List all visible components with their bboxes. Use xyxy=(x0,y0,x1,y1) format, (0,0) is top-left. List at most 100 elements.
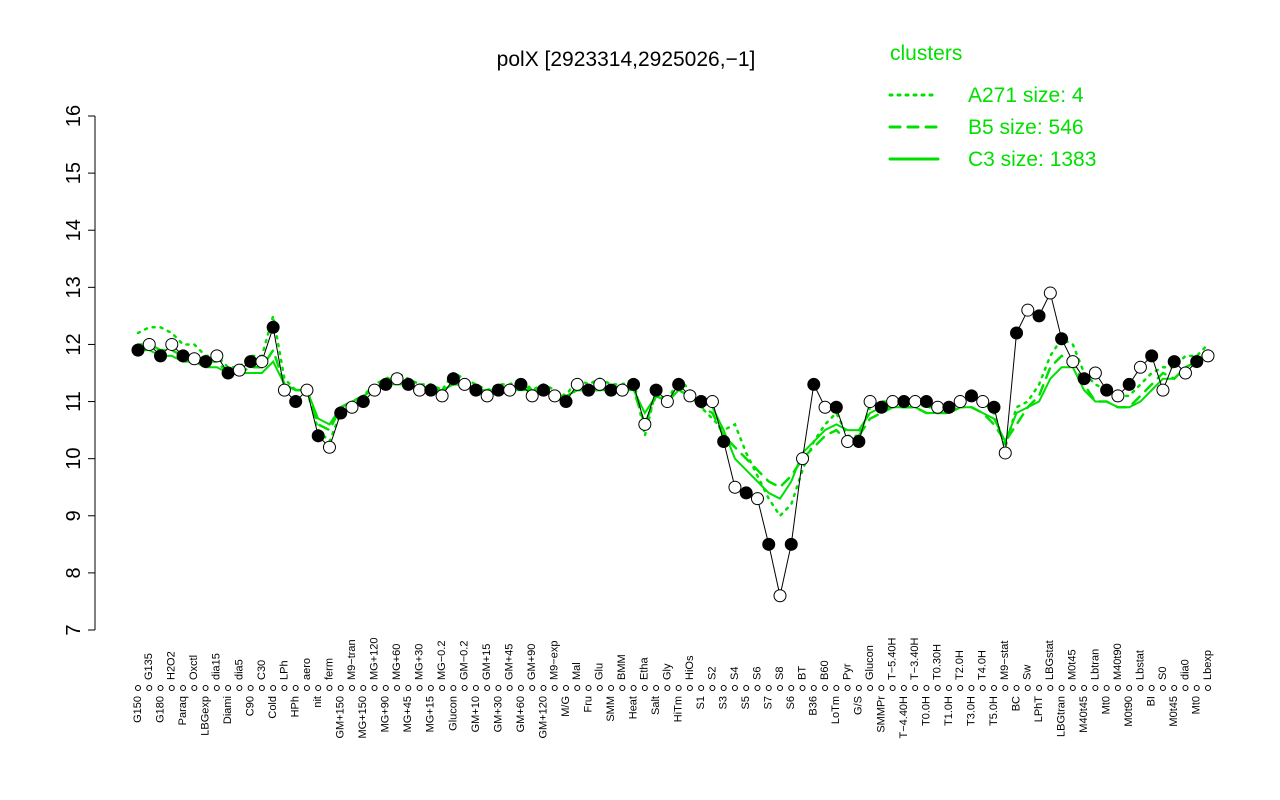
x-marker xyxy=(1103,685,1110,691)
x-marker xyxy=(619,685,626,691)
x-marker xyxy=(878,685,885,691)
x-marker xyxy=(495,685,502,691)
legend-label: C3 size: 1383 xyxy=(968,148,1096,171)
y-tick-label: 16 xyxy=(63,105,85,127)
x-marker xyxy=(517,685,524,691)
data-point xyxy=(503,383,517,397)
x-marker xyxy=(371,685,378,691)
x-tick-label: LBGexp xyxy=(199,696,211,736)
y-tick-label: 10 xyxy=(63,448,85,470)
x-tick-label: S6 xyxy=(751,667,763,680)
x-marker xyxy=(1114,685,1121,691)
x-tick-label: Lbexp xyxy=(1202,650,1214,680)
y-tick-label: 12 xyxy=(63,333,85,355)
x-marker xyxy=(281,685,288,691)
data-point xyxy=(165,337,179,351)
x-tick-label: Glucon xyxy=(447,696,459,731)
data-point xyxy=(694,395,708,409)
x-marker xyxy=(337,685,344,691)
data-point xyxy=(334,406,348,420)
data-point xyxy=(1021,303,1035,317)
x-tick-label: HiTm xyxy=(673,696,685,722)
x-marker xyxy=(934,685,941,691)
x-marker xyxy=(1058,685,1065,691)
x-tick-label: T−5.40H xyxy=(887,637,899,680)
x-tick-label: Oxctl xyxy=(188,655,200,680)
data-point xyxy=(1100,383,1114,397)
data-point xyxy=(1111,389,1125,403)
x-tick-label: GM+45 xyxy=(504,644,516,680)
data-point xyxy=(931,400,945,414)
x-marker xyxy=(1002,685,1009,691)
x-tick-label: GM+10 xyxy=(470,696,482,732)
x-marker xyxy=(529,685,536,691)
x-marker xyxy=(664,685,671,691)
y-tick-label: 11 xyxy=(63,391,85,412)
x-marker xyxy=(720,685,727,691)
x-marker xyxy=(1036,685,1043,691)
y-tick-label: 9 xyxy=(63,510,85,521)
x-marker xyxy=(979,685,986,691)
x-tick-label: LBGstat xyxy=(1044,640,1056,680)
data-point xyxy=(863,395,877,409)
x-marker xyxy=(270,685,277,691)
x-marker xyxy=(191,685,198,691)
x-marker xyxy=(1182,685,1189,691)
data-point xyxy=(559,395,573,409)
x-tick-label: Paraq xyxy=(177,696,189,725)
x-tick-label: T0.0H xyxy=(920,696,932,726)
x-marker xyxy=(1092,685,1099,691)
x-tick-label: Glucon xyxy=(864,645,876,680)
x-tick-label: G135 xyxy=(143,653,155,680)
x-marker xyxy=(754,685,761,691)
x-marker xyxy=(563,685,569,691)
x-marker xyxy=(777,685,783,691)
x-marker xyxy=(810,685,817,691)
data-point xyxy=(435,389,449,403)
x-marker xyxy=(1024,685,1031,691)
data-point xyxy=(807,377,821,391)
x-marker xyxy=(303,685,310,691)
x-tick-label: S6 xyxy=(785,696,797,709)
x-tick-label: LBGtran xyxy=(1055,696,1067,737)
x-tick-label: B36 xyxy=(808,696,820,716)
data-point xyxy=(548,389,562,403)
x-tick-label: LPhT xyxy=(1033,696,1045,723)
x-tick-label: Mal xyxy=(571,662,583,680)
x-marker xyxy=(900,685,907,691)
x-marker xyxy=(731,685,738,691)
data-point xyxy=(570,377,584,391)
data-point xyxy=(953,395,967,409)
x-marker xyxy=(236,685,243,691)
x-tick-label: ferm xyxy=(323,658,335,680)
x-marker xyxy=(889,685,896,691)
x-marker xyxy=(833,685,840,691)
x-marker xyxy=(1159,685,1166,691)
data-point xyxy=(266,320,280,334)
x-marker xyxy=(1193,685,1200,691)
x-tick-label: Heat xyxy=(627,696,639,719)
data-point xyxy=(593,377,607,391)
data-point xyxy=(1190,355,1204,369)
data-point xyxy=(582,383,596,397)
data-point xyxy=(221,366,235,380)
x-tick-label: Fru xyxy=(582,696,594,713)
x-tick-label: SMMPr xyxy=(875,696,887,733)
data-point xyxy=(829,400,843,414)
x-marker xyxy=(225,685,232,691)
data-point xyxy=(964,389,978,403)
data-point xyxy=(311,429,325,443)
x-marker xyxy=(608,685,615,691)
data-point xyxy=(897,395,911,409)
legend-label: A271 size: 4 xyxy=(968,84,1084,107)
data-point xyxy=(176,349,190,363)
x-marker xyxy=(1081,685,1088,691)
y-tick-label: 8 xyxy=(63,567,85,578)
x-marker xyxy=(596,685,603,691)
data-point xyxy=(1133,360,1147,374)
x-tick-label: H2O2 xyxy=(166,651,178,680)
x-tick-label: dia0 xyxy=(1179,659,1191,680)
data-point xyxy=(356,395,370,409)
data-point xyxy=(142,337,156,351)
data-point xyxy=(424,383,438,397)
